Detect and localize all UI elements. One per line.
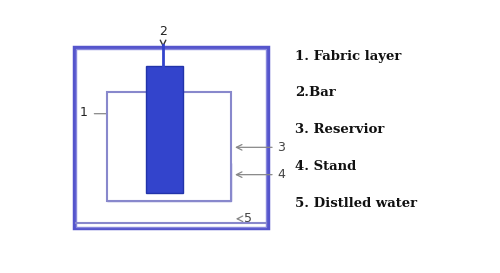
- Text: 5: 5: [244, 212, 252, 225]
- Text: 4: 4: [278, 168, 285, 181]
- Text: 3: 3: [278, 141, 285, 154]
- Text: 1: 1: [80, 106, 88, 119]
- Bar: [76, 49, 266, 227]
- Bar: [146, 66, 182, 192]
- Text: 1. Fabric layer: 1. Fabric layer: [295, 50, 402, 63]
- Text: 3. Reservior: 3. Reservior: [295, 123, 384, 136]
- Bar: [107, 163, 231, 201]
- Text: 4. Stand: 4. Stand: [295, 160, 356, 173]
- Text: 2.Bar: 2.Bar: [295, 86, 336, 99]
- Bar: [74, 48, 268, 228]
- Text: 5. Distlled water: 5. Distlled water: [295, 197, 417, 210]
- Text: 2: 2: [159, 25, 167, 38]
- Bar: [107, 92, 231, 201]
